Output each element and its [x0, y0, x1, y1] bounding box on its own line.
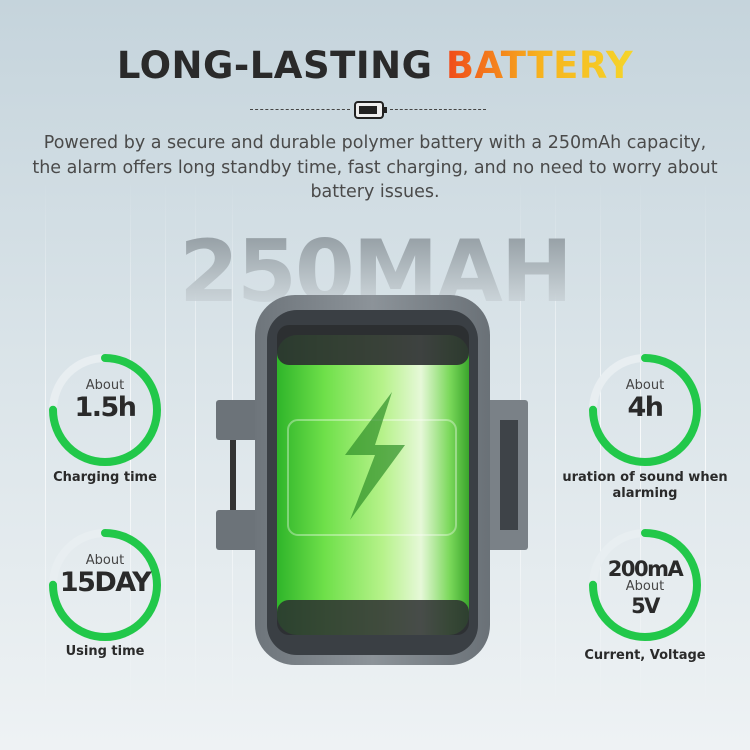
progress-ring-fill — [589, 529, 701, 641]
battery-icon — [354, 101, 387, 119]
about-label: About — [625, 378, 665, 393]
progress-ring — [589, 529, 701, 641]
progress-ring — [49, 354, 161, 466]
progress-ring-fill — [589, 354, 701, 466]
stat-value-voltage: 5V — [631, 594, 660, 618]
stat-value: 15DAY — [59, 567, 152, 598]
title-highlight: BATTERY — [445, 44, 634, 87]
stat-value: 1.5h — [74, 392, 137, 423]
stat-label: uration of sound when alarming — [562, 470, 728, 501]
stat-label: Charging time — [53, 470, 157, 485]
page-title: LONG-LASTING BATTERY — [0, 44, 750, 87]
about-label: About — [85, 378, 125, 393]
progress-ring — [49, 529, 161, 641]
about-label: About — [85, 553, 125, 568]
progress-ring-fill — [49, 529, 161, 641]
about-label: About — [625, 579, 665, 594]
progress-ring-fill — [49, 354, 161, 466]
stat-label: Using time — [65, 644, 145, 659]
stat-value: 4h — [627, 392, 664, 423]
progress-ring — [589, 354, 701, 466]
description: Powered by a secure and durable polymer … — [32, 133, 718, 202]
title-dark: LONG-LASTING — [116, 44, 433, 87]
title-divider — [250, 100, 486, 120]
stat-value-current: 200mA — [607, 557, 684, 581]
stat-label: Current, Voltage — [584, 648, 706, 663]
